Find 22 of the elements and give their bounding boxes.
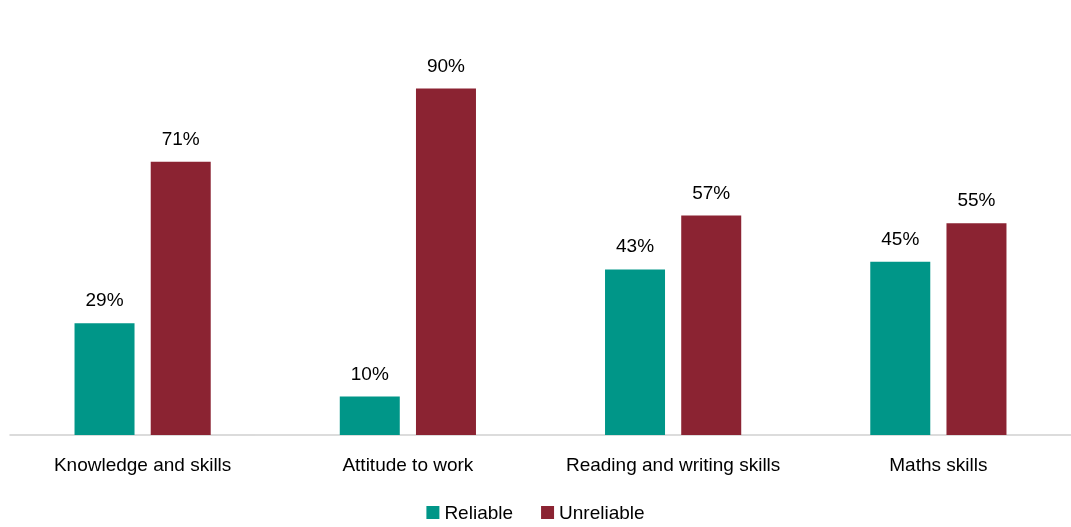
bar [74,323,135,435]
data-label: 90% [426,54,466,76]
data-label: 55% [957,189,996,211]
x-tick-label: Knowledge and skills [53,454,232,475]
x-tick-label: Maths skills [889,454,988,475]
bar [150,161,211,435]
data-label: 57% [692,181,731,203]
bar [339,396,400,435]
bar [870,261,931,435]
legend-label: Reliable [444,502,514,523]
bar [681,215,742,435]
data-label: 71% [161,127,200,149]
legend-label: Unreliable [559,502,645,523]
data-label: 43% [616,235,655,257]
data-label: 45% [881,227,920,249]
bar [415,88,476,435]
x-tick-label: Reading and writing skills [565,454,781,475]
x-tick-label: Attitude to work [342,454,474,475]
data-label: 29% [85,289,124,311]
data-label: 10% [350,362,389,384]
bar [605,269,666,435]
bar [946,223,1007,435]
